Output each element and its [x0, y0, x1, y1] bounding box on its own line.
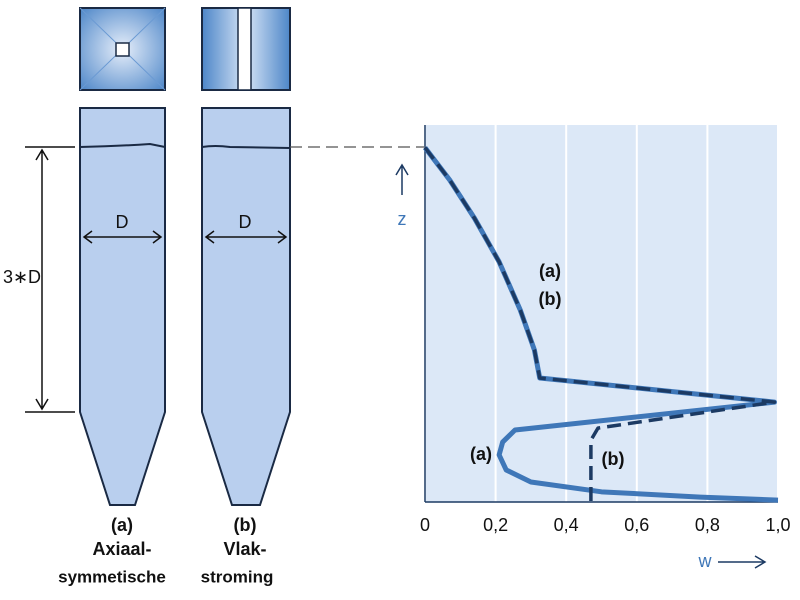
curve: [423, 146, 777, 502]
height-label: 3∗D: [3, 267, 41, 287]
height-dimension: [25, 146, 75, 413]
y-axis-label: z: [398, 209, 407, 229]
x-tick-label: 0,6: [624, 515, 649, 535]
curve-label: (a): [539, 261, 561, 281]
curve-label: (a): [470, 444, 492, 464]
column-name: symmetische: [58, 567, 166, 586]
plot-area: [425, 125, 778, 502]
z-arrow: [395, 163, 409, 195]
chart: [425, 125, 778, 502]
column-name: Axiaal-: [92, 539, 151, 559]
column-label: (b): [234, 515, 257, 535]
width-label: D: [116, 212, 129, 232]
x-axis-label: w: [698, 551, 713, 571]
curve-label: (b): [602, 449, 625, 469]
x-tick-label: 0,2: [483, 515, 508, 535]
column-a: [79, 7, 166, 506]
column-name: stroming: [201, 567, 274, 586]
x-tick-label: 0: [420, 515, 430, 535]
x-tick-label: 0,4: [554, 515, 579, 535]
width-label: D: [239, 212, 252, 232]
column-label: (a): [111, 515, 133, 535]
curve-label: (b): [539, 289, 562, 309]
x-tick-label: 1,0: [765, 515, 790, 535]
w-arrow: [718, 555, 767, 569]
column-b: [201, 7, 291, 506]
x-tick-label: 0,8: [695, 515, 720, 535]
column-name: Vlak-: [223, 539, 266, 559]
